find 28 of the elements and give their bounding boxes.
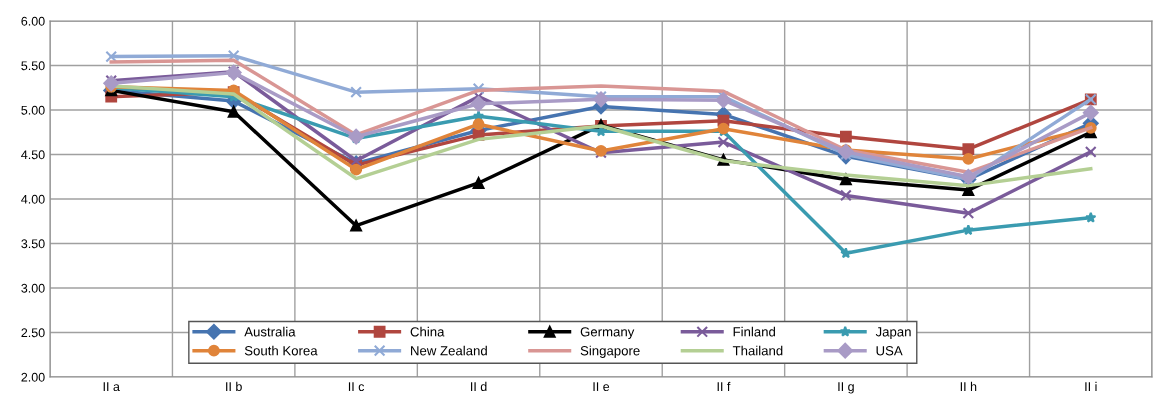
legend-label: Japan (875, 327, 911, 340)
x-tick-label: II h (960, 381, 977, 391)
x-tick-label: II f (717, 381, 731, 391)
x-tick-label: II c (348, 382, 365, 392)
y-tick-label: 4.00 (21, 194, 45, 204)
legend-label: Finland (733, 326, 775, 337)
legend-label: South Korea (244, 345, 318, 356)
legend-label: New Zealand (411, 345, 487, 356)
x-tick-label: II d (471, 381, 487, 392)
y-tick-label: 2.00 (21, 372, 45, 382)
x-tick-label: II e (593, 382, 610, 392)
legend-label: USA (876, 346, 903, 356)
legend-label: Thailand (732, 345, 783, 356)
x-tick-label: II b (226, 381, 242, 392)
y-tick-label: 6.00 (21, 16, 45, 26)
y-tick-label: 3.00 (21, 283, 45, 293)
y-tick-label: 5.50 (21, 61, 45, 71)
x-tick-label: II i (1085, 381, 1097, 391)
legend-label: China (410, 326, 445, 337)
x-tick-label: II g (838, 382, 854, 394)
y-tick-label: 3.50 (21, 239, 45, 249)
y-tick-label: 2.50 (21, 328, 45, 338)
legend-label: Germany (580, 327, 635, 340)
legend-label: Australia (244, 326, 296, 337)
legend-label: Singapore (580, 345, 640, 358)
y-tick-label: 5.00 (21, 105, 45, 115)
y-tick-label: 4.50 (21, 150, 45, 160)
x-tick-label: II a (103, 382, 120, 392)
